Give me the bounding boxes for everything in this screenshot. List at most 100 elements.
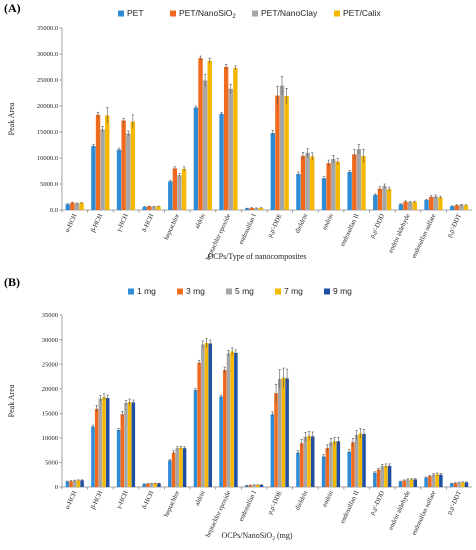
bar-7-mg [332, 441, 337, 487]
x-category-label: endosulfan II [339, 213, 360, 248]
bar-pet [65, 204, 70, 210]
bar-7-mg [179, 447, 183, 487]
bar-pet-calix [463, 205, 469, 210]
bar-pet [168, 181, 173, 210]
legend-swatch [334, 10, 340, 17]
bar-3-mg [453, 483, 458, 487]
bar-7-mg [204, 343, 209, 487]
bar-pet [373, 194, 378, 210]
legend-label-main: 7 mg [284, 286, 303, 296]
bar-pet-calix [335, 161, 341, 210]
legend-label-main: PET/NanoClay [261, 8, 318, 18]
bar-pet-nanoclay [177, 175, 182, 210]
bar-pet-nanoclay [202, 80, 208, 211]
legend-label: 3 mg [186, 286, 205, 296]
chart-panel-b: (B) 0 5000 10000 15000 20000 25000 30000 35000 Pe… [4, 275, 472, 542]
bar-pet [219, 113, 224, 210]
bar-1-mg [116, 429, 121, 487]
bar-5-mg [226, 353, 231, 487]
legend-swatch [324, 288, 330, 295]
x-category-label: p,p'-DDE [267, 213, 284, 239]
bar-3-mg [146, 483, 150, 487]
bar-9-mg [413, 479, 417, 487]
bar-pet-calix [438, 197, 443, 210]
legend-label: PET [127, 8, 144, 18]
bar-pet-nanoclay [279, 85, 285, 210]
legend-label-main: 1 mg [137, 286, 156, 296]
legend-entry: PET/NanoClay [252, 8, 318, 18]
bar-pet-calix [233, 68, 238, 210]
x-category-label: p,p'-DDD [369, 490, 386, 517]
bar-pet-calix [258, 208, 264, 210]
legend-label: 1 mg [137, 286, 156, 296]
bar-7-mg [256, 484, 260, 487]
bar-5-mg [329, 442, 333, 487]
x-category-label: endosulfan II [339, 490, 360, 525]
legend-label-main: 5 mg [235, 286, 254, 296]
bar-9-mg [439, 474, 443, 487]
bar-pet-nanoclay [74, 203, 80, 210]
x-category-label: endrin [321, 212, 335, 231]
bar-pet [449, 206, 455, 210]
bar-pet [244, 208, 250, 210]
legend-label: PET/NanoClay [261, 8, 318, 18]
bar-pet [347, 172, 352, 210]
chart-panel-a: (A) 0.0 5000.0 10000.0 15000.0 20000.0 25000.0… [4, 1, 472, 261]
x-axis-title-main: OCPs/NanoSiO [222, 531, 273, 540]
legend-label: 5 mg [235, 286, 254, 296]
x-category-label: δ-HCH [141, 490, 156, 511]
bar-pet-calix [105, 115, 110, 210]
bar-pet-nanosio2 [121, 120, 126, 210]
bar-7-mg [281, 377, 286, 487]
bar-pet-nanosio2 [300, 155, 306, 210]
bar-3-mg [94, 408, 99, 487]
bar-9-mg [105, 398, 110, 487]
legend-label-main: 9 mg [333, 286, 352, 296]
bar-pet-nanosio2 [223, 67, 229, 210]
bar-pet-nanoclay [151, 206, 157, 210]
y-axis-title: Peak Area [7, 384, 16, 417]
bar-3-mg [402, 480, 406, 487]
bar-pet-nanoclay [356, 149, 362, 210]
x-category-label: endrin [321, 489, 335, 508]
bar-3-mg [376, 469, 381, 487]
bar-3-mg [120, 414, 125, 487]
bar-1-mg [91, 426, 95, 487]
bar-9-mg [182, 448, 187, 487]
bar-pet-calix [361, 155, 366, 210]
x-category-label: endosulfan I [238, 490, 258, 523]
bar-1-mg [449, 483, 454, 487]
legend-entry: PET/Calix [334, 8, 382, 18]
bar-1-mg [398, 481, 403, 487]
panel-label: (B) [4, 275, 20, 289]
bar-pet-calix [412, 201, 417, 210]
bar-5-mg [303, 436, 308, 487]
x-axis-title-subscript: 2 [272, 536, 275, 542]
bar-1-mg [142, 484, 146, 487]
bar-pet-nanosio2 [95, 114, 101, 210]
bar-7-mg [76, 480, 81, 487]
y-tick-label: 0.0 [50, 207, 58, 214]
bar-5-mg [98, 398, 103, 487]
bar-9-mg [310, 436, 315, 487]
bar-3-mg [248, 485, 253, 487]
legend-swatch [252, 10, 258, 17]
bar-7-mg [153, 483, 158, 487]
bar-5-mg [457, 482, 461, 487]
bar-pet [270, 133, 275, 210]
bar-pet [142, 206, 147, 210]
x-category-label: endosulfan I [238, 213, 258, 246]
x-axis-title-tail: (mg) [275, 531, 293, 540]
x-category-label: p,p'-DDD [369, 213, 386, 240]
bar-pet-calix [284, 96, 289, 210]
bar-pet-nanosio2 [198, 58, 203, 210]
bar-pet-nanosio2 [275, 95, 280, 210]
bar-9-mg [336, 441, 341, 487]
y-tick-label: 20000 [42, 386, 58, 393]
bar-9-mg [234, 352, 238, 487]
x-category-label: heptachlor [163, 489, 181, 518]
bar-9-mg [80, 480, 84, 487]
bar-3-mg [428, 476, 432, 487]
bar-7-mg [230, 351, 234, 487]
legend-entry: 5 mg [226, 286, 254, 296]
